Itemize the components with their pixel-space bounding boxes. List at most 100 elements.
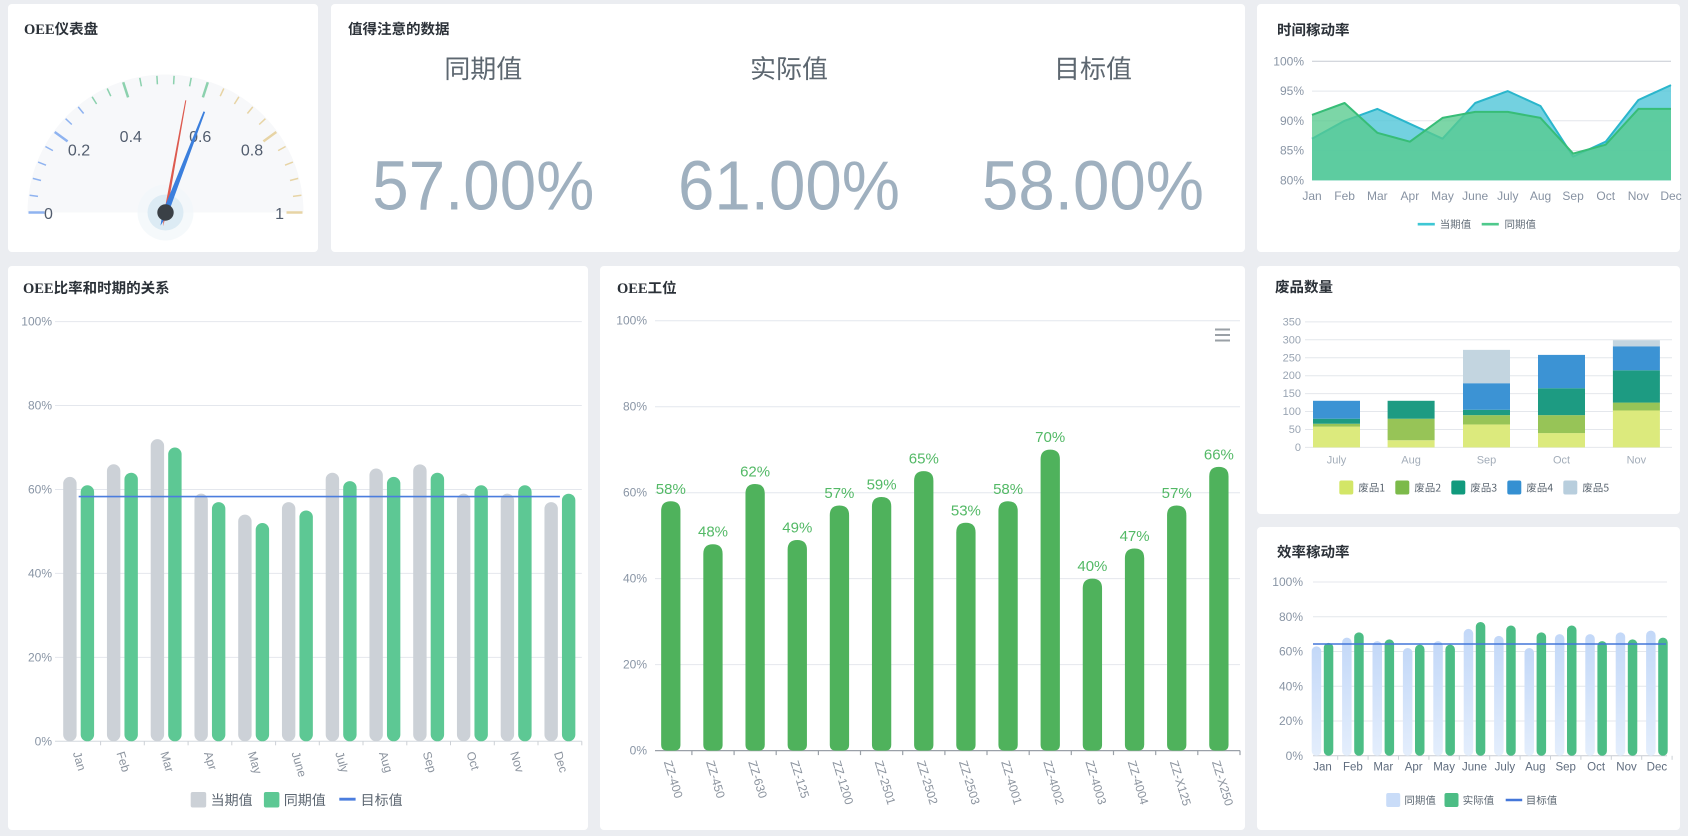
- svg-text:62%: 62%: [740, 464, 770, 481]
- svg-text:66%: 66%: [1204, 446, 1234, 463]
- svg-text:Feb: Feb: [1334, 189, 1355, 203]
- svg-text:0%: 0%: [630, 744, 648, 758]
- svg-text:Sep: Sep: [1477, 454, 1497, 466]
- svg-text:80%: 80%: [28, 399, 52, 413]
- svg-text:48%: 48%: [698, 524, 728, 541]
- svg-text:Sep: Sep: [420, 750, 440, 775]
- svg-text:July: July: [1495, 762, 1516, 774]
- svg-text:47%: 47%: [1120, 528, 1150, 545]
- svg-text:65%: 65%: [909, 451, 939, 468]
- svg-text:Mar: Mar: [1367, 189, 1388, 203]
- svg-text:July: July: [1497, 189, 1518, 203]
- svg-text:200: 200: [1283, 370, 1301, 382]
- svg-text:60%: 60%: [1279, 645, 1303, 659]
- svg-text:90%: 90%: [1280, 114, 1304, 128]
- svg-text:80%: 80%: [623, 400, 647, 414]
- svg-text:Sep: Sep: [1555, 762, 1575, 774]
- svg-text:53%: 53%: [951, 502, 981, 519]
- svg-text:June: June: [1462, 762, 1487, 774]
- svg-text:July: July: [332, 750, 352, 775]
- svg-text:ZZ-450: ZZ-450: [703, 759, 728, 800]
- svg-text:100%: 100%: [1273, 54, 1304, 68]
- svg-text:40%: 40%: [1279, 679, 1303, 693]
- svg-text:20%: 20%: [1279, 714, 1303, 728]
- svg-text:0: 0: [44, 206, 53, 223]
- svg-text:40%: 40%: [28, 566, 52, 580]
- svg-text:20%: 20%: [28, 650, 52, 664]
- svg-text:Oct: Oct: [1553, 454, 1570, 466]
- svg-text:Apr: Apr: [1401, 189, 1420, 203]
- svg-text:May: May: [245, 750, 265, 776]
- svg-text:250: 250: [1283, 352, 1301, 364]
- svg-text:July: July: [1327, 454, 1347, 466]
- svg-text:50: 50: [1289, 424, 1301, 436]
- svg-text:85%: 85%: [1280, 144, 1304, 158]
- svg-text:58%: 58%: [656, 481, 686, 498]
- svg-text:20%: 20%: [623, 658, 647, 672]
- svg-text:Oct: Oct: [1596, 189, 1615, 203]
- svg-text:Jan: Jan: [70, 750, 89, 773]
- svg-text:Mar: Mar: [157, 750, 176, 774]
- svg-text:60%: 60%: [28, 483, 52, 497]
- svg-text:ZZ-X125: ZZ-X125: [1167, 759, 1194, 808]
- svg-text:0: 0: [1295, 442, 1301, 454]
- svg-text:60%: 60%: [623, 486, 647, 500]
- svg-text:ZZ-4001: ZZ-4001: [998, 759, 1025, 807]
- svg-text:Dec: Dec: [551, 750, 571, 775]
- svg-text:Dec: Dec: [1660, 189, 1681, 203]
- svg-text:ZZ-1200: ZZ-1200: [830, 759, 857, 807]
- svg-text:ZZ-X250: ZZ-X250: [1209, 759, 1236, 808]
- svg-text:0.8: 0.8: [241, 143, 263, 160]
- svg-text:Nov: Nov: [1616, 762, 1637, 774]
- svg-text:59%: 59%: [867, 477, 897, 494]
- svg-text:ZZ-4003: ZZ-4003: [1083, 759, 1110, 807]
- svg-text:May: May: [1433, 762, 1455, 774]
- svg-text:40%: 40%: [623, 572, 647, 586]
- svg-text:Nov: Nov: [1627, 454, 1647, 466]
- svg-text:300: 300: [1283, 334, 1301, 346]
- svg-text:150: 150: [1283, 388, 1301, 400]
- svg-text:0.2: 0.2: [68, 143, 90, 160]
- svg-text:Feb: Feb: [114, 750, 134, 774]
- svg-text:Apr: Apr: [1405, 762, 1423, 774]
- svg-text:Nov: Nov: [507, 750, 527, 775]
- svg-text:70%: 70%: [1035, 429, 1065, 446]
- svg-text:350: 350: [1283, 316, 1301, 328]
- svg-text:Nov: Nov: [1628, 189, 1649, 203]
- svg-text:ZZ-125: ZZ-125: [787, 759, 812, 800]
- svg-text:ZZ-2501: ZZ-2501: [872, 759, 899, 807]
- svg-text:0%: 0%: [1286, 749, 1304, 763]
- svg-text:57%: 57%: [1162, 485, 1192, 502]
- svg-text:Aug: Aug: [1530, 189, 1551, 203]
- svg-text:100%: 100%: [1272, 575, 1303, 589]
- svg-text:Aug: Aug: [1525, 762, 1545, 774]
- svg-text:Apr: Apr: [201, 750, 220, 772]
- svg-text:95%: 95%: [1280, 84, 1304, 98]
- svg-text:Dec: Dec: [1647, 762, 1668, 774]
- svg-text:100: 100: [1283, 406, 1301, 418]
- svg-text:80%: 80%: [1280, 173, 1304, 187]
- svg-text:57.00%: 57.00%: [372, 146, 594, 224]
- svg-text:Sep: Sep: [1562, 189, 1584, 203]
- svg-text:ZZ-2502: ZZ-2502: [914, 759, 941, 807]
- svg-text:1: 1: [275, 206, 284, 223]
- svg-text:58.00%: 58.00%: [982, 146, 1204, 224]
- svg-text:Oct: Oct: [1587, 762, 1606, 774]
- svg-text:40%: 40%: [1077, 558, 1107, 575]
- svg-text:0%: 0%: [35, 734, 53, 748]
- svg-text:ZZ-2503: ZZ-2503: [956, 759, 983, 807]
- svg-text:Mar: Mar: [1373, 762, 1393, 774]
- svg-text:ZZ-630: ZZ-630: [745, 759, 770, 800]
- svg-text:61.00%: 61.00%: [678, 146, 900, 224]
- svg-text:100%: 100%: [616, 314, 647, 328]
- svg-text:Feb: Feb: [1343, 762, 1363, 774]
- svg-text:ZZ-400: ZZ-400: [661, 759, 686, 800]
- svg-text:Oct: Oct: [464, 750, 483, 773]
- svg-text:Aug: Aug: [1401, 454, 1421, 466]
- svg-text:May: May: [1431, 189, 1454, 203]
- svg-text:Jan: Jan: [1313, 762, 1332, 774]
- svg-text:58%: 58%: [993, 481, 1023, 498]
- svg-text:June: June: [1462, 189, 1488, 203]
- svg-text:Jan: Jan: [1302, 189, 1321, 203]
- svg-text:57%: 57%: [824, 485, 854, 502]
